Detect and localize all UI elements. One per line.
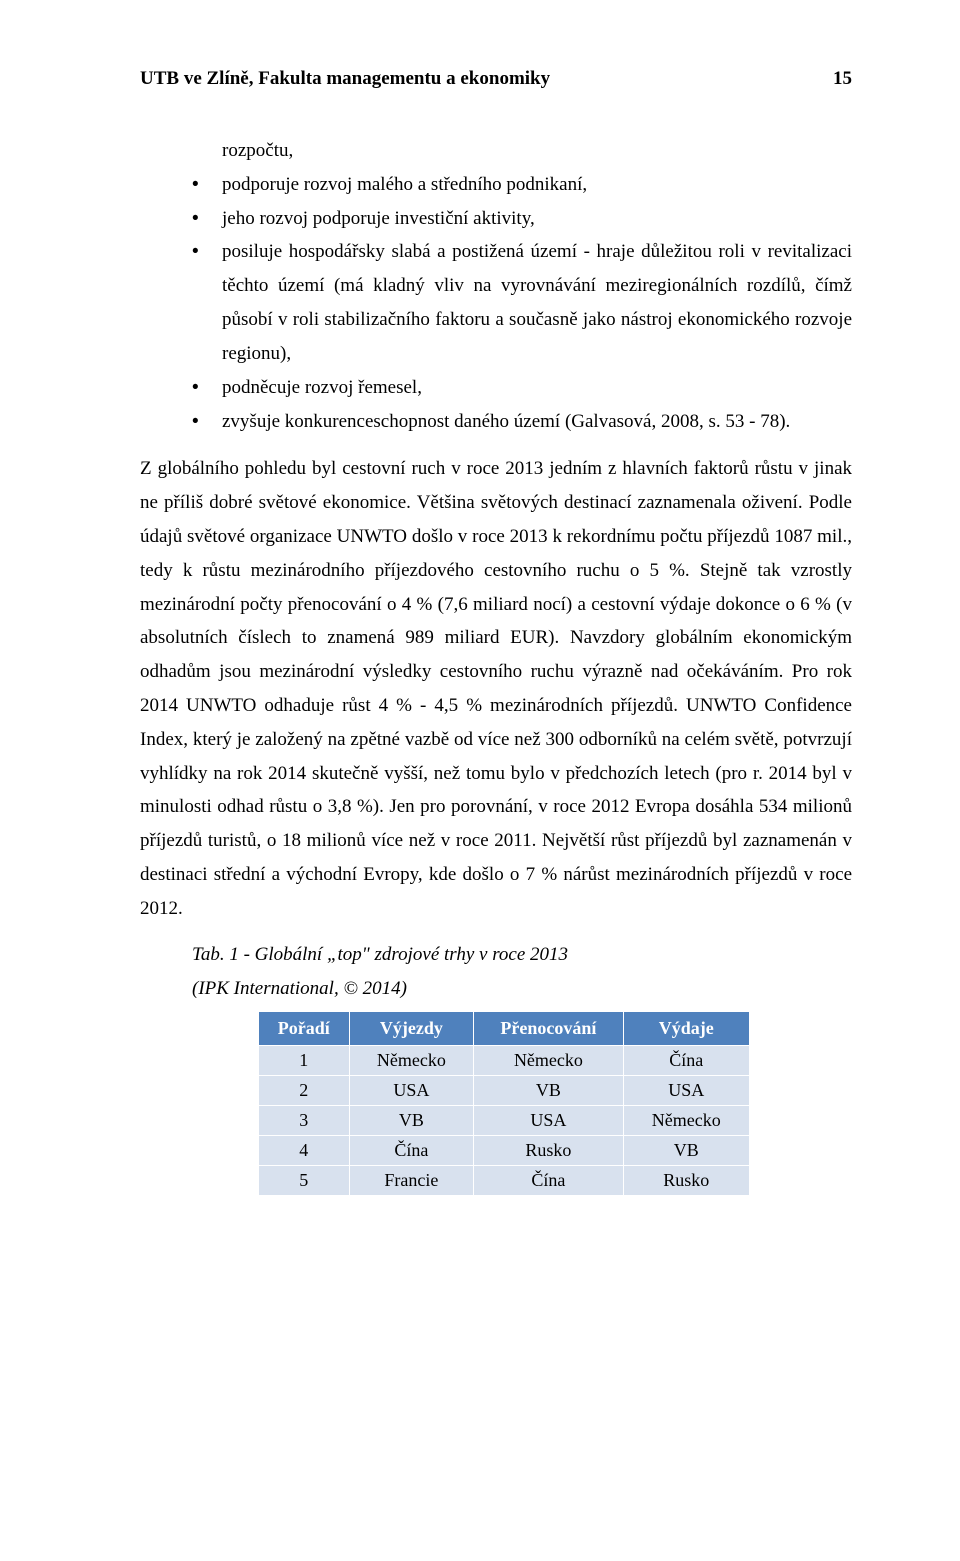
header-page-number: 15 [833, 68, 852, 90]
body-paragraph: Z globálního pohledu byl cestovní ruch v… [140, 452, 852, 925]
table-cell: 5 [259, 1166, 350, 1196]
list-item-text: rozpočtu, [222, 134, 852, 168]
table-cell: Rusko [474, 1136, 623, 1166]
table-cell: VB [349, 1106, 474, 1136]
table-cell: 4 [259, 1136, 350, 1166]
table-caption-line2: (IPK International, © 2014) [192, 978, 407, 999]
table-cell: 3 [259, 1106, 350, 1136]
table-cell: USA [474, 1106, 623, 1136]
list-item-text: zvyšuje konkurenceschopnost daného území… [222, 405, 852, 439]
list-item: • jeho rozvoj podporuje investiční aktiv… [192, 202, 852, 236]
table-caption: Tab. 1 - Globální „top" zdrojové trhy v … [140, 938, 852, 1006]
table-cell: VB [623, 1136, 749, 1166]
table-cell: USA [623, 1076, 749, 1106]
table-header-cell: Výjezdy [349, 1012, 474, 1046]
bullet-icon: • [192, 168, 222, 202]
table-row: 2 USA VB USA [259, 1076, 750, 1106]
source-markets-table: Pořadí Výjezdy Přenocování Výdaje 1 Něme… [258, 1011, 750, 1196]
bullet-continuation-indent [192, 134, 222, 168]
table-header-cell: Pořadí [259, 1012, 350, 1046]
bullet-icon: • [192, 235, 222, 370]
list-item: • posiluje hospodářsky slabá a postižená… [192, 235, 852, 370]
table-cell: 2 [259, 1076, 350, 1106]
table-cell: Německo [474, 1046, 623, 1076]
table-row: 1 Německo Německo Čína [259, 1046, 750, 1076]
page: UTB ve Zlíně, Fakulta managementu a ekon… [0, 0, 960, 1561]
table-row: 3 VB USA Německo [259, 1106, 750, 1136]
page-header: UTB ve Zlíně, Fakulta managementu a ekon… [140, 68, 852, 90]
table-cell: Čína [349, 1136, 474, 1166]
list-item-text: podněcuje rozvoj řemesel, [222, 371, 852, 405]
table-cell: Francie [349, 1166, 474, 1196]
list-item: • zvyšuje konkurenceschopnost daného úze… [192, 405, 852, 439]
list-item: • podporuje rozvoj malého a středního po… [192, 168, 852, 202]
table-cell: 1 [259, 1046, 350, 1076]
table-cell: Čína [623, 1046, 749, 1076]
table-cell: USA [349, 1076, 474, 1106]
bullet-icon: • [192, 202, 222, 236]
table-caption-line1: Tab. 1 - Globální „top" zdrojové trhy v … [192, 944, 568, 965]
table-header-cell: Přenocování [474, 1012, 623, 1046]
bullet-list: rozpočtu, • podporuje rozvoj malého a st… [140, 134, 852, 438]
list-item-text: jeho rozvoj podporuje investiční aktivit… [222, 202, 852, 236]
header-left: UTB ve Zlíně, Fakulta managementu a ekon… [140, 68, 550, 90]
list-item-text: posiluje hospodářsky slabá a postižená ú… [222, 235, 852, 370]
table-header-cell: Výdaje [623, 1012, 749, 1046]
table-wrapper: Pořadí Výjezdy Přenocování Výdaje 1 Něme… [140, 1011, 852, 1196]
list-item: • podněcuje rozvoj řemesel, [192, 371, 852, 405]
bullet-icon: • [192, 371, 222, 405]
table-row: 4 Čína Rusko VB [259, 1136, 750, 1166]
table-row: 5 Francie Čína Rusko [259, 1166, 750, 1196]
table-cell: Čína [474, 1166, 623, 1196]
list-item: rozpočtu, [192, 134, 852, 168]
table-cell: Rusko [623, 1166, 749, 1196]
table-cell: VB [474, 1076, 623, 1106]
table-cell: Německo [623, 1106, 749, 1136]
list-item-text: podporuje rozvoj malého a středního podn… [222, 168, 852, 202]
bullet-icon: • [192, 405, 222, 439]
table-header-row: Pořadí Výjezdy Přenocování Výdaje [259, 1012, 750, 1046]
table-cell: Německo [349, 1046, 474, 1076]
